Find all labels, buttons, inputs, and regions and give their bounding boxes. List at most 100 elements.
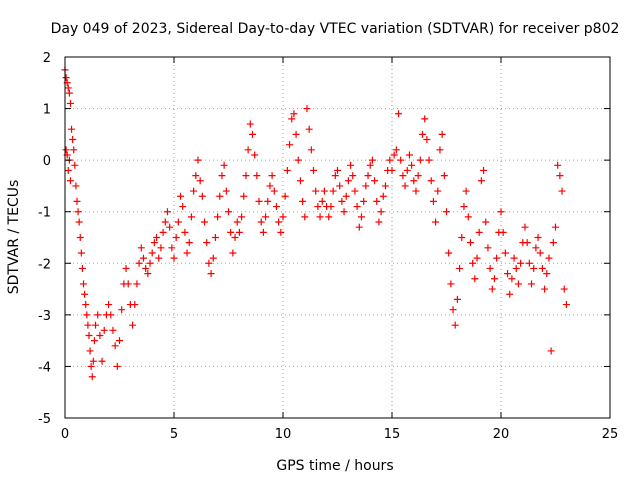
- data-point: [192, 172, 200, 180]
- data-point: [545, 254, 553, 262]
- data-point: [401, 182, 409, 190]
- data-point: [405, 151, 413, 159]
- data-point: [475, 228, 483, 236]
- data-point: [377, 208, 385, 216]
- data-point: [353, 203, 361, 211]
- data-point: [170, 254, 178, 262]
- data-point: [423, 136, 431, 144]
- data-point: [94, 311, 102, 319]
- data-point: [242, 172, 250, 180]
- data-point: [257, 218, 265, 226]
- data-point: [453, 295, 461, 303]
- data-point: [73, 197, 81, 205]
- data-point: [534, 234, 542, 241]
- data-point: [421, 115, 429, 123]
- data-point: [517, 259, 525, 267]
- data-point: [168, 244, 176, 252]
- data-point: [155, 254, 163, 262]
- data-point: [327, 203, 335, 211]
- data-point: [296, 177, 304, 185]
- data-point: [84, 321, 92, 329]
- data-point: [88, 373, 96, 381]
- data-point: [246, 120, 254, 128]
- data-point: [316, 213, 324, 221]
- data-point: [187, 213, 195, 221]
- data-point: [142, 264, 150, 272]
- data-point: [342, 192, 350, 200]
- data-point: [129, 321, 137, 329]
- data-point: [288, 115, 296, 123]
- data-point: [379, 192, 387, 200]
- data-point: [69, 136, 77, 144]
- y-tick-label: -5: [38, 412, 51, 427]
- data-point: [473, 254, 481, 262]
- data-point: [371, 177, 379, 185]
- data-point: [373, 197, 381, 205]
- data-point: [146, 259, 154, 267]
- data-point: [207, 270, 215, 278]
- data-point: [172, 234, 180, 241]
- data-point: [460, 203, 468, 211]
- data-point: [122, 264, 130, 272]
- data-point: [174, 218, 182, 226]
- data-point: [233, 218, 241, 226]
- data-point: [362, 182, 370, 190]
- data-point: [523, 239, 531, 247]
- data-point: [410, 177, 418, 185]
- data-point: [275, 218, 283, 226]
- data-point: [390, 151, 398, 159]
- data-point: [432, 218, 440, 226]
- data-point: [412, 187, 420, 195]
- data-point: [240, 192, 248, 200]
- data-point: [408, 161, 416, 169]
- data-point: [78, 264, 86, 272]
- data-point: [488, 285, 496, 293]
- data-point: [303, 105, 311, 113]
- data-point: [486, 264, 494, 272]
- data-point: [85, 331, 93, 339]
- data-point: [96, 331, 104, 339]
- y-axis-label: SDTVAR / TECUs: [6, 180, 22, 295]
- data-point: [466, 239, 474, 247]
- data-point: [538, 264, 546, 272]
- data-point: [392, 146, 400, 154]
- data-point: [482, 218, 490, 226]
- data-point: [68, 125, 76, 133]
- data-point: [238, 213, 246, 221]
- data-point: [310, 166, 318, 174]
- data-point: [253, 172, 261, 180]
- data-point: [528, 280, 536, 288]
- data-point: [386, 156, 394, 164]
- data-point: [375, 218, 383, 226]
- data-point: [388, 166, 396, 174]
- data-point: [211, 234, 219, 241]
- axis-ticks: [64, 56, 611, 419]
- data-point: [214, 213, 222, 221]
- data-point: [89, 357, 97, 365]
- data-point: [76, 234, 84, 241]
- data-point: [425, 156, 433, 164]
- data-point: [440, 172, 448, 180]
- data-point: [416, 156, 424, 164]
- data-point: [81, 290, 89, 298]
- data-point: [166, 223, 174, 231]
- data-point: [270, 187, 278, 195]
- data-point: [231, 234, 239, 241]
- data-point: [109, 326, 117, 334]
- axis-tick-labels: 0 5 10 15 20 25 -5 -4 -3 -2 -1 0 1 2: [38, 51, 618, 442]
- data-point: [194, 156, 202, 164]
- data-point: [451, 321, 459, 329]
- data-point: [201, 218, 209, 226]
- data-point: [259, 228, 267, 236]
- data-point: [248, 130, 256, 138]
- data-point: [268, 172, 276, 180]
- data-point: [190, 187, 198, 195]
- data-point: [144, 270, 152, 278]
- y-tick-label: -1: [38, 206, 51, 221]
- data-point: [366, 161, 374, 169]
- data-point: [427, 177, 435, 185]
- data-point: [429, 197, 437, 205]
- data-point: [198, 192, 206, 200]
- data-point: [443, 208, 450, 216]
- data-point: [209, 254, 217, 262]
